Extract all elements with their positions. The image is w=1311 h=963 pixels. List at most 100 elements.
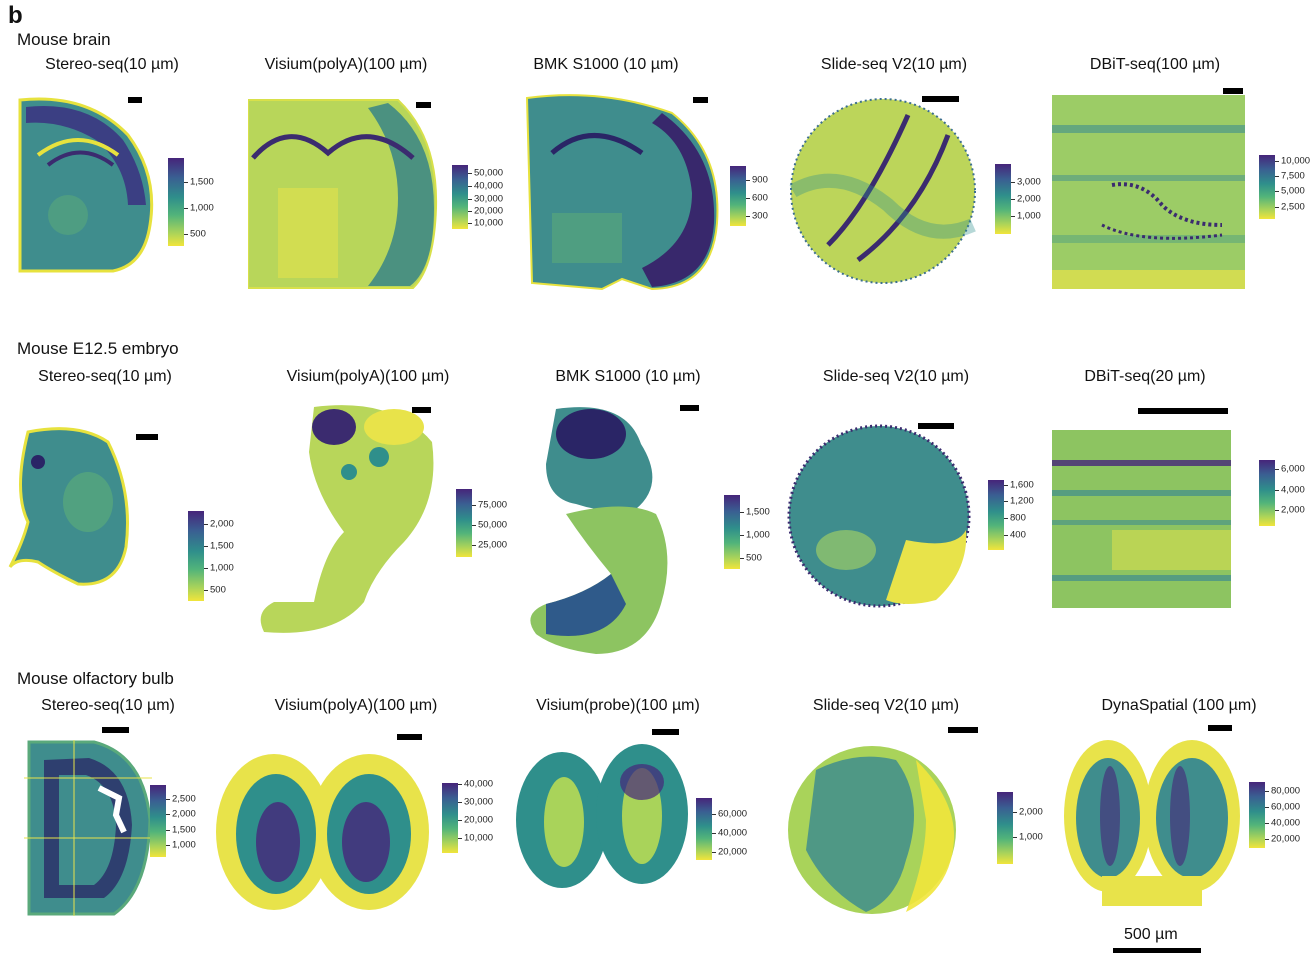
- colorbar-tick: [1275, 469, 1279, 470]
- panel-title: Stereo-seq(10 µm): [41, 697, 175, 714]
- colorbar-tick: [1275, 510, 1279, 511]
- colorbar-gradient: [150, 785, 166, 857]
- colorbar-tick: [472, 525, 476, 526]
- colorbar-tick: [1275, 176, 1279, 177]
- scale-bar: [412, 407, 431, 413]
- mouse-brain-bmk-s1000-image: [525, 94, 719, 291]
- colorbar-tick: [184, 234, 188, 235]
- scale-bar: [652, 729, 679, 735]
- scale-bar: [1223, 88, 1243, 94]
- colorbar-gradient: [995, 164, 1011, 234]
- colorbar-tick: [712, 833, 716, 834]
- mouse-brain-dbit-seq-image: [1052, 95, 1245, 289]
- colorbar-tick-label: 2,000: [1017, 193, 1041, 205]
- colorbar-tick-label: 900: [752, 174, 768, 186]
- scale-bar: [1138, 408, 1228, 414]
- colorbar-gradient: [168, 158, 184, 246]
- colorbar-tick: [1275, 161, 1279, 162]
- colorbar-tick: [166, 799, 170, 800]
- colorbar-gradient: [696, 798, 712, 860]
- mouse-embryo-stereo-seq-image: [8, 427, 129, 586]
- scale-bar: [397, 734, 422, 740]
- colorbar-tick-label: 6,000: [1281, 463, 1305, 475]
- row-label-mouse-brain: Mouse brain: [17, 30, 111, 49]
- colorbar-tick-label: 1,000: [172, 839, 196, 851]
- panel-title: Slide-seq V2(10 µm): [822, 368, 970, 385]
- colorbar-tick: [1011, 216, 1015, 217]
- colorbar-tick: [740, 558, 744, 559]
- colorbar-tick-label: 80,000: [1271, 785, 1301, 797]
- panel-title: BMK S1000 (10 µm): [533, 56, 679, 73]
- colorbar-tick-label: 10,000: [1281, 155, 1311, 167]
- mouse-olfactory-bulb-visium-polya-image: [216, 754, 429, 910]
- colorbar-gradient: [456, 489, 472, 557]
- colorbar-tick-label: 2,000: [1281, 504, 1305, 516]
- colorbar-tick-label: 400: [1010, 529, 1026, 541]
- scale-bar: [948, 727, 978, 733]
- panel-title: Slide-seq V2(10 µm): [820, 56, 968, 73]
- mouse-brain-slide-seq-image: [789, 98, 976, 284]
- colorbar-tick: [1004, 485, 1008, 486]
- scale-bar: [922, 96, 959, 102]
- colorbar-tick: [166, 830, 170, 831]
- colorbar-tick: [458, 838, 462, 839]
- colorbar-tick: [1275, 490, 1279, 491]
- colorbar-tick: [1265, 823, 1269, 824]
- colorbar-tick-label: 60,000: [718, 808, 748, 820]
- colorbar-tick: [1275, 207, 1279, 208]
- colorbar-tick: [468, 173, 472, 174]
- colorbar-tick-label: 30,000: [474, 193, 504, 205]
- panel-title: Stereo-seq(10 µm): [45, 56, 179, 73]
- colorbar-tick: [468, 211, 472, 212]
- colorbar-tick-label: 10,000: [464, 832, 494, 844]
- panel-title: DynaSpatial (100 µm): [1101, 697, 1257, 714]
- colorbar: 6,000 4,000 2,000: [1259, 460, 1311, 526]
- colorbar-tick-label: 1,000: [190, 202, 214, 214]
- colorbar-tick-label: 75,000: [478, 499, 508, 511]
- colorbar-tick-label: 50,000: [478, 519, 508, 531]
- colorbar-gradient: [442, 783, 458, 853]
- colorbar: 40,000 30,000 20,000 10,000: [442, 779, 497, 853]
- colorbar-tick-label: 3,000: [1017, 176, 1041, 188]
- colorbar-gradient: [1259, 155, 1275, 219]
- colorbar-tick: [1011, 182, 1015, 183]
- colorbar-tick-label: 800: [1010, 512, 1026, 524]
- scale-bar: [136, 434, 158, 440]
- panel-title: Visium(polyA)(100 µm): [264, 56, 428, 73]
- colorbar: 1,500 1,000 500: [168, 158, 228, 246]
- mouse-embryo-slide-seq-image: [787, 424, 971, 608]
- colorbar-tick-label: 2,000: [1019, 806, 1043, 818]
- mouse-olfactory-bulb-slide-seq-image: [788, 746, 956, 914]
- colorbar: 2,000 1,000: [997, 792, 1047, 864]
- mouse-brain-stereo-seq-image: [18, 97, 154, 273]
- scale-bar: [102, 727, 129, 733]
- colorbar-tick-label: 40,000: [474, 180, 504, 192]
- colorbar-tick: [472, 545, 476, 546]
- mouse-embryo-dbit-seq-image: [1052, 430, 1231, 608]
- panel-title: Visium(polyA)(100 µm): [274, 697, 438, 714]
- colorbar-tick-label: 30,000: [464, 796, 494, 808]
- scale-bar: [680, 405, 699, 411]
- colorbar-tick-label: 2,000: [210, 518, 234, 530]
- colorbar-tick-label: 1,500: [210, 540, 234, 552]
- colorbar-gradient: [988, 480, 1004, 550]
- colorbar-tick: [1004, 501, 1008, 502]
- panel-title: BMK S1000 (10 µm): [555, 368, 701, 385]
- colorbar-tick-label: 1,000: [746, 529, 770, 541]
- colorbar-tick: [712, 852, 716, 853]
- scale-bar: [416, 102, 431, 108]
- colorbar: 50,000 40,000 30,000 20,000 10,000: [452, 165, 512, 229]
- colorbar-tick-label: 40,000: [464, 778, 494, 790]
- colorbar-tick-label: 25,000: [478, 539, 508, 551]
- scale-bar: [128, 97, 142, 103]
- colorbar-tick-label: 2,500: [172, 793, 196, 805]
- colorbar-tick-label: 600: [752, 192, 768, 204]
- colorbar-tick-label: 50,000: [474, 167, 504, 179]
- colorbar-gradient: [724, 495, 740, 569]
- colorbar-tick: [458, 784, 462, 785]
- colorbar: 80,000 60,000 40,000 20,000: [1249, 782, 1304, 848]
- colorbar-tick: [166, 814, 170, 815]
- colorbar-tick: [1013, 812, 1017, 813]
- colorbar-tick: [746, 180, 750, 181]
- colorbar: 10,000 7,500 5,000 2,500: [1259, 155, 1311, 219]
